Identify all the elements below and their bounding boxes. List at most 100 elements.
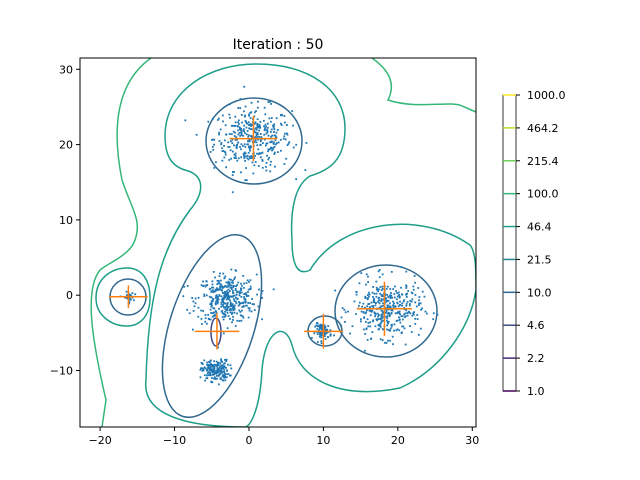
data-point xyxy=(253,164,256,167)
data-point xyxy=(221,309,224,312)
data-point xyxy=(364,297,367,299)
data-point xyxy=(240,287,243,290)
data-point xyxy=(234,300,237,303)
colorbar-tick-label: 10.0 xyxy=(527,286,552,299)
data-point xyxy=(295,178,298,180)
data-point xyxy=(230,367,233,370)
data-point xyxy=(286,124,288,126)
colorbar-tick-label: 100.0 xyxy=(527,188,559,201)
data-point xyxy=(386,285,389,288)
data-point xyxy=(213,307,216,310)
data-point xyxy=(393,329,395,332)
data-point xyxy=(242,153,245,155)
data-point xyxy=(377,328,380,331)
data-point xyxy=(247,158,250,161)
data-point xyxy=(222,312,225,315)
data-point xyxy=(256,293,258,296)
data-point xyxy=(207,366,210,369)
y-tick-label: 10 xyxy=(59,214,73,227)
data-point xyxy=(215,294,218,297)
data-point xyxy=(210,303,213,305)
data-point xyxy=(192,300,195,303)
data-point xyxy=(134,293,137,296)
data-point xyxy=(240,171,242,174)
data-point xyxy=(367,291,370,294)
data-point xyxy=(215,289,218,291)
data-point xyxy=(254,121,257,124)
data-point xyxy=(418,299,421,302)
data-point xyxy=(316,327,319,330)
data-point xyxy=(324,338,327,340)
data-point xyxy=(386,319,388,322)
data-point xyxy=(244,152,247,155)
data-point xyxy=(225,294,228,297)
data-point xyxy=(222,298,225,301)
data-point xyxy=(204,320,207,323)
data-point xyxy=(244,114,247,117)
data-point xyxy=(387,322,390,325)
data-point xyxy=(391,309,394,312)
data-point xyxy=(215,372,218,375)
data-point xyxy=(360,272,363,274)
data-point xyxy=(249,279,252,282)
data-point xyxy=(269,100,271,103)
data-point xyxy=(265,125,268,128)
data-point xyxy=(211,312,214,315)
data-point xyxy=(236,290,239,293)
data-point xyxy=(235,147,238,149)
data-point xyxy=(245,304,248,307)
data-point xyxy=(392,343,394,346)
data-point xyxy=(237,107,240,109)
data-point xyxy=(229,284,231,287)
data-point xyxy=(230,288,233,290)
data-point xyxy=(222,332,225,335)
data-point xyxy=(216,283,219,286)
data-point xyxy=(227,315,230,317)
data-point xyxy=(243,154,245,157)
data-point xyxy=(272,142,275,144)
data-point xyxy=(284,132,286,135)
data-point xyxy=(390,292,392,294)
data-point xyxy=(286,144,289,146)
data-point xyxy=(418,304,420,307)
data-point xyxy=(291,110,294,112)
data-point xyxy=(368,309,371,312)
data-point xyxy=(367,281,369,283)
data-point xyxy=(221,287,224,290)
colorbar-tick-label: 2.2 xyxy=(527,352,545,365)
data-point xyxy=(221,289,223,292)
data-point xyxy=(268,148,271,151)
data-point xyxy=(212,286,215,289)
data-point xyxy=(216,279,219,282)
data-point xyxy=(286,133,289,136)
data-point xyxy=(256,132,259,134)
data-point xyxy=(405,285,408,288)
contour-mid-top xyxy=(164,63,476,427)
data-point xyxy=(210,296,213,299)
data-point xyxy=(245,133,248,136)
data-point xyxy=(387,329,390,331)
data-point xyxy=(272,124,274,127)
data-point xyxy=(372,301,375,303)
data-point xyxy=(361,305,364,308)
data-point xyxy=(206,374,208,377)
data-point xyxy=(241,284,243,287)
data-point xyxy=(217,371,220,373)
data-point xyxy=(418,296,421,298)
data-point xyxy=(390,309,393,311)
data-point xyxy=(398,318,401,321)
data-point xyxy=(249,149,251,152)
data-point xyxy=(243,296,246,298)
data-point xyxy=(201,367,204,370)
data-point xyxy=(204,317,207,320)
data-point xyxy=(199,368,202,371)
data-point xyxy=(360,310,363,313)
data-point xyxy=(389,339,391,342)
data-point xyxy=(271,134,274,137)
data-point xyxy=(214,276,216,279)
data-point xyxy=(318,329,320,331)
data-point xyxy=(323,328,326,331)
data-point xyxy=(238,301,240,303)
data-point xyxy=(380,289,383,292)
